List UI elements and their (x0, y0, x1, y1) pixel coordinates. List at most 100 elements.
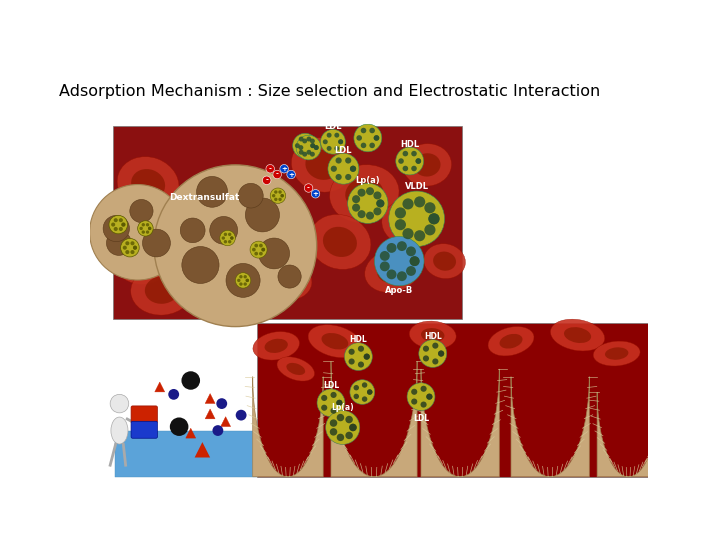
Circle shape (130, 250, 135, 254)
Circle shape (133, 246, 137, 249)
Circle shape (369, 128, 375, 133)
Bar (90, 323, 256, 477)
Polygon shape (253, 377, 323, 477)
Circle shape (414, 230, 426, 241)
Circle shape (311, 190, 320, 198)
Circle shape (148, 227, 151, 230)
Circle shape (346, 431, 353, 439)
Text: +: + (282, 166, 287, 172)
Circle shape (438, 350, 444, 356)
Circle shape (235, 410, 246, 421)
Text: Lp(a): Lp(a) (356, 176, 380, 185)
Circle shape (142, 231, 145, 234)
Circle shape (402, 166, 408, 171)
Ellipse shape (162, 216, 204, 248)
Circle shape (325, 410, 360, 444)
Text: LDL: LDL (413, 414, 429, 423)
Circle shape (348, 184, 388, 224)
Circle shape (396, 147, 423, 175)
Circle shape (338, 139, 343, 144)
Text: Adsorption Mechanism : Size selection and Electrostatic Interaction: Adsorption Mechanism : Size selection an… (59, 84, 600, 99)
Circle shape (292, 133, 318, 158)
Circle shape (411, 151, 417, 157)
Circle shape (252, 248, 256, 252)
Circle shape (420, 402, 427, 408)
Circle shape (402, 228, 413, 239)
Circle shape (278, 265, 301, 288)
Circle shape (281, 194, 284, 198)
Circle shape (272, 194, 275, 198)
Ellipse shape (277, 357, 315, 381)
Circle shape (352, 204, 360, 212)
Ellipse shape (402, 144, 451, 186)
Circle shape (310, 143, 315, 148)
Circle shape (358, 188, 366, 197)
Circle shape (119, 227, 123, 231)
Circle shape (415, 158, 421, 164)
Circle shape (210, 217, 238, 244)
Circle shape (246, 198, 279, 232)
Circle shape (426, 394, 433, 400)
Circle shape (366, 187, 374, 195)
Circle shape (224, 240, 227, 244)
Circle shape (238, 184, 264, 208)
Circle shape (389, 191, 444, 247)
Circle shape (345, 157, 351, 164)
Circle shape (230, 237, 233, 240)
Circle shape (406, 266, 416, 276)
Circle shape (327, 146, 332, 151)
Circle shape (419, 340, 446, 367)
Circle shape (122, 222, 125, 227)
Circle shape (420, 386, 427, 392)
Circle shape (302, 152, 307, 157)
Circle shape (398, 158, 404, 164)
Circle shape (307, 150, 311, 155)
Ellipse shape (550, 319, 605, 351)
Ellipse shape (264, 339, 288, 353)
Circle shape (321, 404, 328, 411)
Ellipse shape (346, 178, 384, 210)
Circle shape (254, 244, 258, 247)
Ellipse shape (126, 248, 156, 274)
Circle shape (246, 279, 249, 282)
Ellipse shape (264, 261, 312, 300)
Circle shape (407, 383, 435, 410)
Circle shape (402, 151, 408, 157)
Circle shape (133, 246, 137, 249)
Circle shape (406, 246, 416, 256)
Circle shape (222, 237, 225, 240)
Circle shape (122, 246, 127, 249)
Circle shape (328, 153, 359, 184)
Circle shape (336, 400, 343, 406)
Polygon shape (155, 382, 165, 392)
Circle shape (230, 237, 233, 240)
Ellipse shape (322, 333, 348, 349)
Circle shape (330, 166, 337, 172)
Circle shape (310, 138, 315, 144)
Circle shape (228, 240, 231, 244)
Circle shape (281, 194, 284, 198)
Circle shape (410, 256, 420, 266)
Circle shape (220, 231, 235, 246)
Ellipse shape (131, 265, 194, 315)
Circle shape (344, 343, 372, 370)
Ellipse shape (292, 138, 354, 192)
Ellipse shape (414, 153, 441, 177)
Circle shape (338, 139, 343, 144)
Text: +: + (288, 172, 294, 178)
Circle shape (146, 223, 149, 226)
Polygon shape (597, 392, 660, 477)
Circle shape (243, 282, 247, 286)
Polygon shape (331, 361, 417, 477)
Ellipse shape (113, 238, 169, 284)
Circle shape (298, 145, 303, 150)
Ellipse shape (274, 269, 301, 291)
Circle shape (395, 207, 406, 219)
Circle shape (395, 219, 406, 230)
Ellipse shape (382, 199, 438, 246)
Circle shape (334, 146, 339, 151)
Circle shape (305, 184, 312, 192)
Ellipse shape (409, 321, 456, 349)
Circle shape (103, 215, 130, 241)
Circle shape (350, 166, 356, 172)
